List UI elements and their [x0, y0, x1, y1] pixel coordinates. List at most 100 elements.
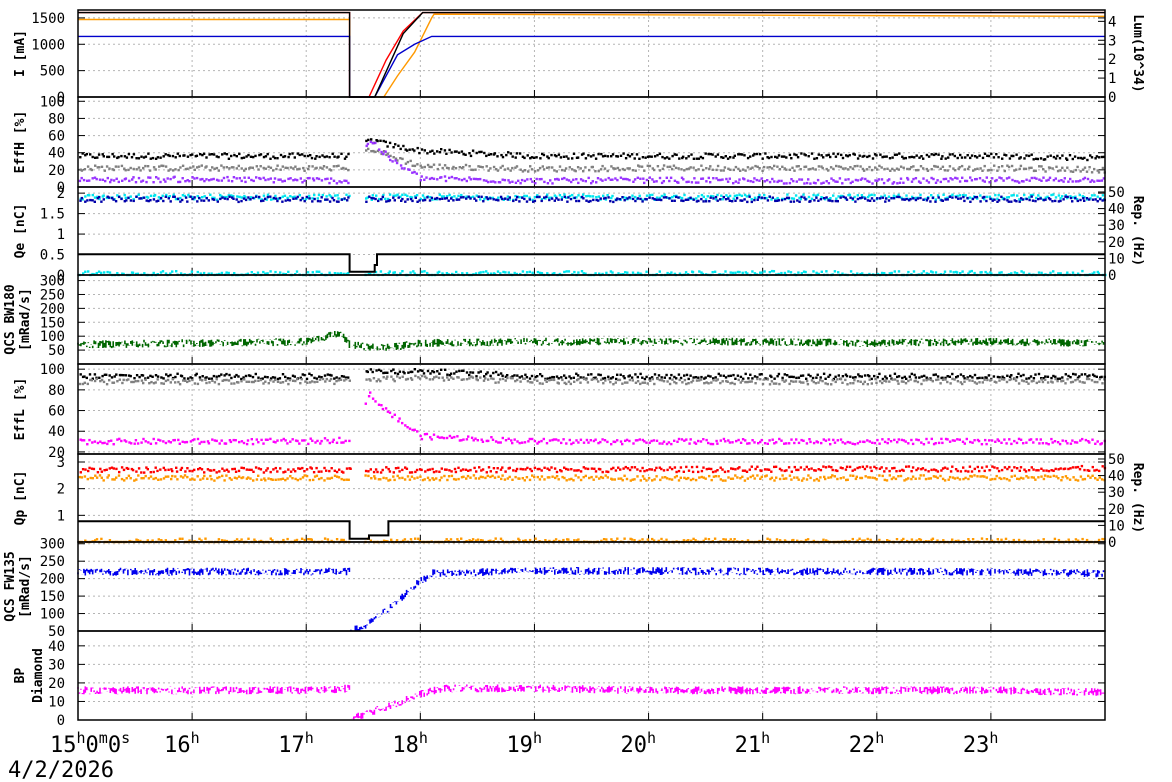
data-point [736, 270, 740, 274]
data-point [1010, 442, 1013, 446]
data-point [1083, 477, 1087, 481]
data-point [822, 438, 825, 441]
data-point [854, 477, 858, 481]
data-point [375, 369, 378, 372]
data-point [874, 377, 877, 381]
data-point [708, 167, 711, 171]
data-point [880, 195, 883, 198]
data-point [1005, 154, 1008, 157]
data-point [1078, 375, 1081, 378]
data-point [797, 478, 800, 481]
data-point [529, 381, 532, 384]
data-point [771, 177, 774, 181]
data-point [951, 178, 954, 181]
data-point [827, 199, 830, 202]
data-point [476, 178, 480, 181]
data-point [655, 196, 659, 199]
data-point [893, 378, 897, 381]
data-point [865, 465, 869, 468]
data-point [770, 476, 774, 479]
data-point [643, 381, 646, 384]
data-point [422, 372, 426, 375]
data-point [880, 466, 883, 469]
data-point [1085, 170, 1089, 173]
data-point [959, 197, 962, 200]
data-point [369, 379, 372, 382]
data-point [476, 378, 479, 382]
data-point [898, 469, 901, 473]
data-point [851, 197, 855, 200]
data-point [1018, 167, 1021, 171]
data-point [925, 437, 928, 441]
data-point [453, 195, 456, 198]
data-point [474, 272, 478, 275]
data-point [190, 270, 194, 273]
data-point [324, 177, 327, 181]
data-point [971, 197, 975, 201]
data-point [557, 178, 560, 181]
data-point [210, 153, 213, 156]
data-point [442, 436, 446, 440]
data-point [182, 379, 185, 382]
data-point [597, 195, 601, 198]
data-point [936, 194, 940, 197]
data-point [399, 272, 402, 275]
data-point [1098, 378, 1101, 381]
data-point [1019, 374, 1023, 378]
data-point [475, 375, 478, 378]
data-point [666, 165, 669, 169]
data-point [106, 195, 109, 198]
data-point [817, 199, 820, 202]
data-point [885, 479, 889, 482]
data-point [1077, 156, 1080, 160]
data-point [464, 468, 468, 471]
data-point [648, 176, 651, 179]
data-point [144, 155, 148, 158]
data-point [507, 151, 510, 154]
data-point [729, 477, 733, 480]
data-point [814, 382, 818, 385]
data-point [799, 374, 803, 377]
data-point [132, 380, 135, 384]
data-point [549, 376, 552, 380]
data-point [677, 373, 681, 376]
data-point [848, 193, 852, 197]
data-point [1029, 438, 1033, 441]
data-point [300, 378, 303, 381]
data-point [189, 153, 192, 157]
data-point [98, 195, 101, 199]
data-point [401, 193, 404, 196]
data-point [829, 166, 833, 169]
data-point [146, 539, 149, 542]
data-point [592, 478, 595, 481]
data-point [140, 379, 144, 382]
data-point [756, 474, 759, 477]
data-point [1010, 164, 1014, 168]
data-point [344, 167, 348, 170]
data-point [485, 270, 488, 273]
data-point [986, 154, 989, 157]
data-point [642, 177, 645, 180]
data-point [433, 152, 436, 155]
y-tick-label: 0 [57, 90, 65, 106]
data-point [822, 181, 825, 184]
data-point [697, 195, 700, 198]
data-point [617, 466, 620, 469]
y-tick-label: 80 [48, 383, 65, 399]
data-point [1035, 469, 1038, 472]
data-point [508, 181, 511, 184]
data-point [1044, 378, 1047, 381]
data-point [394, 194, 397, 197]
data-point [303, 199, 306, 203]
data-point [1049, 475, 1052, 478]
data-point [911, 466, 915, 469]
data-point [591, 165, 594, 169]
data-point [891, 182, 894, 185]
data-point [897, 270, 901, 273]
data-point [803, 165, 806, 169]
data-point [1025, 475, 1028, 478]
data-point [1027, 377, 1031, 380]
data-point [1093, 380, 1096, 384]
data-point [600, 378, 603, 381]
y-tick-label: 40 [48, 424, 65, 440]
